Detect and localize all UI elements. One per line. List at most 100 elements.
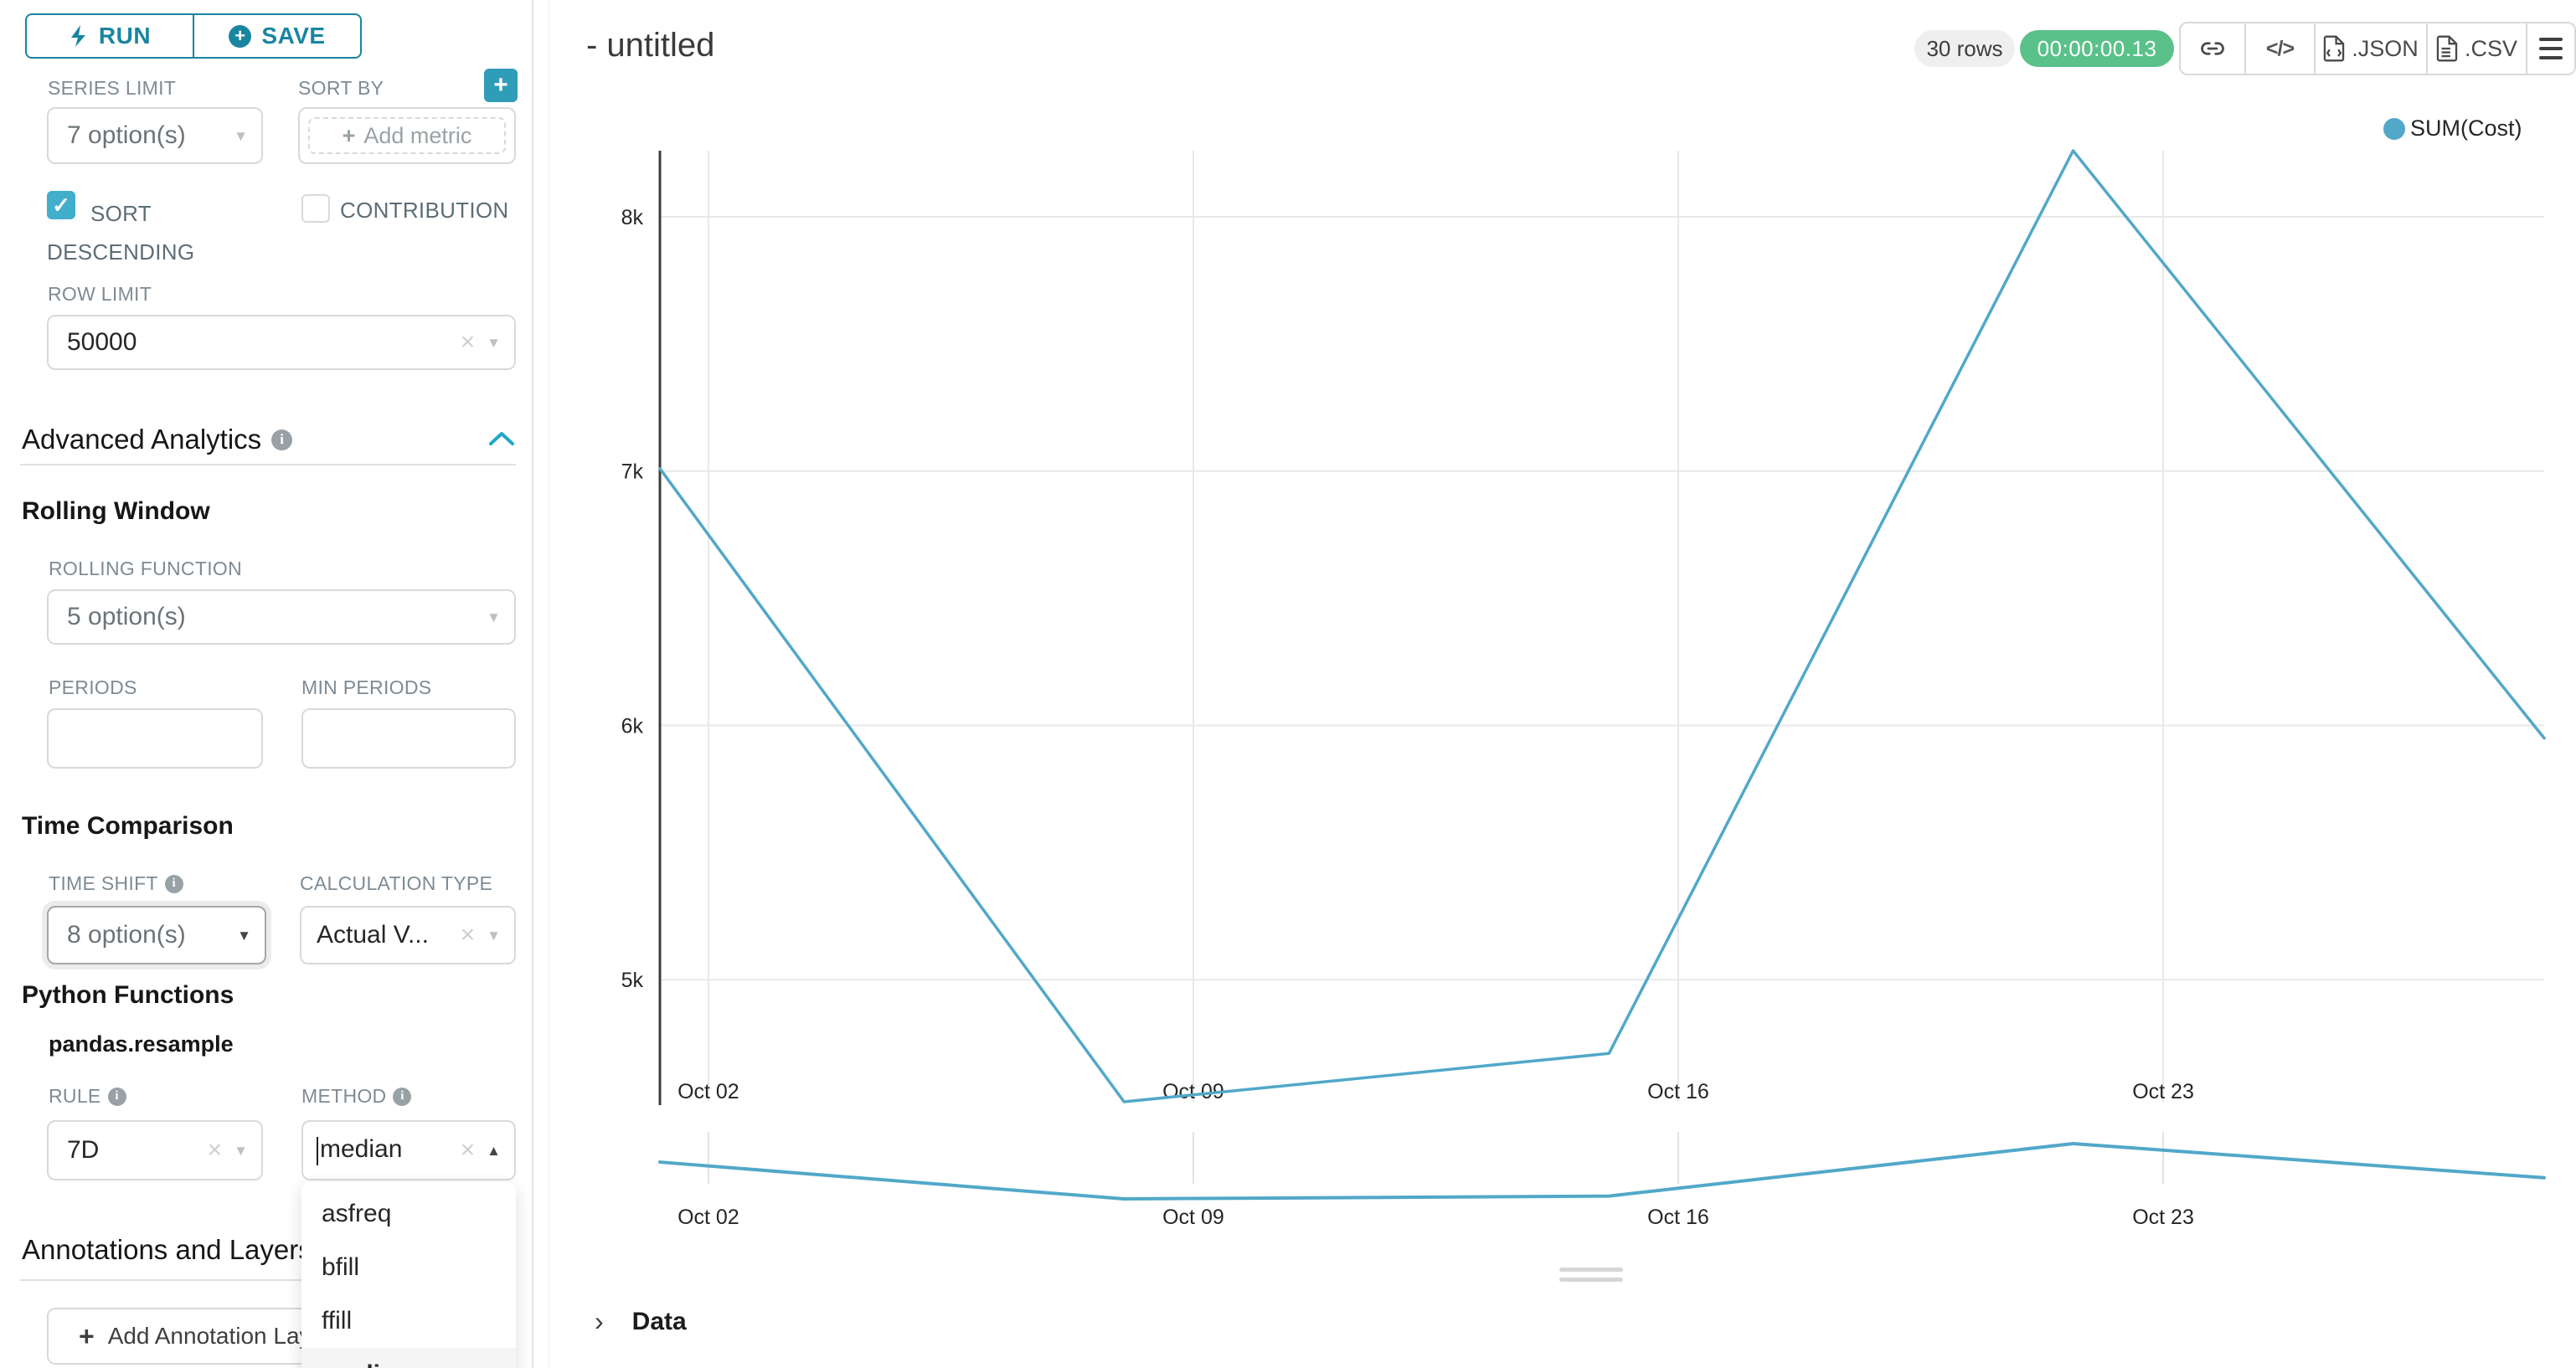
- view-query-button[interactable]: </>: [2244, 23, 2315, 74]
- export-json-button[interactable]: .JSON: [2314, 23, 2425, 74]
- svg-text:Oct 02: Oct 02: [677, 1206, 739, 1229]
- svg-text:8k: 8k: [621, 206, 644, 229]
- calculation-type-select[interactable]: Actual V... × ▼: [300, 906, 516, 964]
- lightning-icon: [70, 25, 85, 47]
- series-limit-label: SERIES LIMIT: [48, 77, 177, 99]
- json-label: .JSON: [2352, 35, 2419, 61]
- calculation-type-value: Actual V...: [317, 921, 429, 949]
- legend-series-label: SUM(Cost): [2410, 116, 2522, 141]
- rolling-window-heading: Rolling Window: [22, 497, 210, 525]
- chevron-up-icon: ▲: [487, 1142, 501, 1159]
- time-shift-label: TIME SHIFT i: [49, 872, 183, 895]
- method-option[interactable]: ffill: [322, 1307, 353, 1335]
- contribution-label: CONTRIBUTION: [340, 198, 509, 223]
- chevron-down-icon: ▼: [234, 1142, 248, 1159]
- rule-select[interactable]: 7D × ▼: [47, 1120, 263, 1180]
- menu-icon: [2539, 38, 2563, 59]
- info-icon[interactable]: i: [393, 1087, 412, 1106]
- collapse-chevron-up-icon[interactable]: [487, 430, 516, 447]
- export-csv-button[interactable]: .CSV: [2425, 23, 2526, 74]
- advanced-analytics-heading: Advanced Analytics i: [22, 424, 293, 455]
- pandas-resample-heading: pandas.resample: [49, 1031, 234, 1057]
- svg-text:Oct 16: Oct 16: [1647, 1080, 1709, 1103]
- sidebar-divider: [532, 0, 533, 1368]
- time-shift-value: 8 option(s): [67, 921, 186, 949]
- min-periods-input[interactable]: [301, 708, 516, 769]
- file-icon: [2324, 35, 2345, 62]
- row-limit-value: 50000: [67, 328, 137, 356]
- chart-title[interactable]: - untitled: [586, 27, 715, 64]
- chevron-down-icon: ▼: [487, 334, 501, 351]
- advanced-analytics-title: Advanced Analytics: [22, 424, 262, 455]
- row-limit-select[interactable]: 50000 × ▼: [47, 315, 516, 370]
- svg-text:7k: 7k: [621, 460, 644, 484]
- method-dropdown-menu: asfreq bfill ffill median: [301, 1182, 516, 1368]
- clear-icon[interactable]: ×: [207, 1136, 223, 1164]
- save-button[interactable]: + SAVE: [194, 15, 360, 57]
- periods-input[interactable]: [47, 708, 263, 769]
- legend[interactable]: SUM(Cost): [2383, 116, 2522, 141]
- method-value: median: [320, 1135, 403, 1164]
- info-icon[interactable]: i: [164, 874, 183, 893]
- method-label: METHOD i: [301, 1085, 412, 1108]
- chevron-down-icon: ▼: [487, 927, 501, 944]
- method-option[interactable]: median: [301, 1348, 516, 1368]
- chevron-down-icon: ▼: [487, 609, 501, 625]
- clear-icon[interactable]: ×: [460, 1136, 476, 1164]
- series-limit-value: 7 option(s): [67, 121, 186, 149]
- plus-icon: +: [342, 122, 356, 148]
- info-icon[interactable]: i: [271, 429, 293, 450]
- svg-text:6k: 6k: [621, 714, 644, 738]
- share-link-button[interactable]: [2181, 23, 2244, 74]
- legend-series-dot: [2383, 117, 2405, 140]
- resize-handle[interactable]: [1559, 1268, 1623, 1272]
- calculation-type-label: CALCULATION TYPE: [300, 872, 493, 894]
- run-label: RUN: [98, 23, 152, 49]
- plus-circle-icon: +: [229, 24, 252, 48]
- rule-value: 7D: [67, 1136, 100, 1164]
- svg-text:Oct 16: Oct 16: [1647, 1206, 1709, 1229]
- method-select-open[interactable]: median × ▲: [301, 1120, 516, 1180]
- python-functions-heading: Python Functions: [22, 981, 234, 1009]
- resize-handle[interactable]: [1559, 1278, 1623, 1282]
- row-limit-label: ROW LIMIT: [48, 283, 152, 305]
- method-option[interactable]: bfill: [322, 1253, 360, 1281]
- svg-text:Oct 23: Oct 23: [2132, 1206, 2194, 1229]
- section-divider: [20, 1279, 516, 1281]
- contribution-checkbox[interactable]: [301, 194, 330, 223]
- sort-descending-checkbox[interactable]: ✓: [47, 191, 75, 219]
- svg-text:Oct 02: Oct 02: [677, 1080, 739, 1103]
- info-icon[interactable]: i: [107, 1087, 126, 1106]
- svg-text:Oct 23: Oct 23: [2132, 1080, 2194, 1103]
- chart-menu-button[interactable]: [2526, 23, 2574, 74]
- plus-icon: +: [79, 1320, 95, 1351]
- data-panel-toggle[interactable]: › Data: [595, 1306, 687, 1337]
- run-button[interactable]: RUN: [27, 15, 194, 57]
- time-shift-select[interactable]: 8 option(s) ▼: [47, 906, 266, 964]
- svg-text:Oct 09: Oct 09: [1162, 1080, 1224, 1103]
- time-shift-label-text: TIME SHIFT: [49, 872, 158, 894]
- clear-icon[interactable]: ×: [460, 921, 476, 949]
- file-icon: [2436, 35, 2458, 62]
- add-annotation-label: Add Annotation Layer: [107, 1323, 332, 1349]
- chevron-right-icon: ›: [595, 1306, 604, 1336]
- query-timer-badge: 00:00:00.13: [2020, 30, 2174, 67]
- sort-by-control: + Add metric: [298, 107, 516, 164]
- rule-label-text: RULE: [49, 1085, 101, 1107]
- text-cursor: [317, 1136, 318, 1165]
- save-label: SAVE: [261, 23, 326, 49]
- data-panel-title: Data: [631, 1307, 687, 1335]
- code-icon: </>: [2265, 36, 2295, 60]
- add-metric-label: Add metric: [363, 122, 472, 148]
- svg-text:Oct 09: Oct 09: [1162, 1206, 1224, 1229]
- clear-icon[interactable]: ×: [460, 328, 476, 356]
- rolling-function-select[interactable]: 5 option(s) ▼: [47, 589, 516, 645]
- rolling-function-value: 5 option(s): [67, 603, 186, 630]
- rolling-function-label: ROLLING FUNCTION: [49, 558, 242, 579]
- add-metric-button[interactable]: + Add metric: [308, 117, 506, 154]
- series-limit-select[interactable]: 7 option(s) ▼: [47, 107, 263, 164]
- sort-by-add-button[interactable]: +: [484, 69, 518, 102]
- periods-label: PERIODS: [49, 676, 137, 698]
- annotations-heading: Annotations and Layers: [22, 1234, 312, 1265]
- method-option[interactable]: asfreq: [322, 1200, 392, 1227]
